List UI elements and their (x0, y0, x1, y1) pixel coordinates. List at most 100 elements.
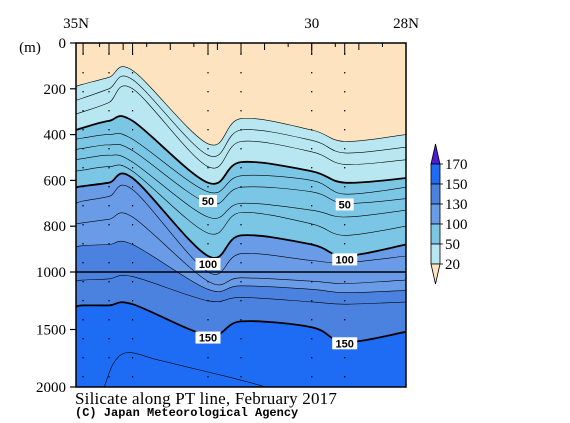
x-tick-label-35N: 35N (63, 16, 89, 32)
station-sample-dot (344, 281, 346, 283)
station-sample-dot (240, 376, 242, 378)
axes: 35N 30 28N 0 200 400 600 800 1000 1500 2000 (m) (19, 16, 419, 396)
station-sample-dot (240, 129, 242, 131)
station-sample-dot (82, 110, 84, 112)
station-sample-dot (240, 167, 242, 169)
contour-label-bg (195, 257, 221, 270)
contour-line-60 (75, 133, 407, 195)
station-sample-dot (311, 91, 313, 93)
station-sample-dot (311, 281, 313, 283)
station-sample-dot (240, 186, 242, 188)
station-sample-dot (82, 338, 84, 340)
colorbar-cap-bottom (430, 263, 441, 285)
station-sample-dot (82, 376, 84, 378)
station-sample-dot (108, 376, 110, 378)
station-sample-dot (207, 376, 209, 378)
station-sample-dot (131, 167, 134, 169)
station-sample-dot (131, 262, 134, 264)
station-sample-dot (240, 300, 242, 302)
station-sample-dot (207, 110, 209, 112)
contour-line-40 (75, 85, 407, 169)
station-sample-dot (344, 167, 346, 169)
station-sample-dot (207, 167, 209, 169)
station-sample-dot (344, 129, 346, 131)
station-sample-dot (108, 357, 110, 359)
contour-line-100 (75, 172, 407, 259)
station-sample-dot (207, 319, 209, 321)
colorbar-swatch-50-100 (430, 223, 441, 245)
station-sample-dot (311, 243, 313, 245)
station-sample-dot (311, 224, 313, 226)
contour-line-20 (75, 66, 407, 146)
station-sample-dot (82, 262, 84, 264)
station-sample-dot (108, 262, 110, 264)
station-sample-dot (82, 319, 84, 321)
station-sample-dot (108, 110, 110, 112)
contour-line-deep (104, 352, 265, 388)
station-sample-dot (311, 129, 313, 131)
station-sample-dot (131, 300, 134, 302)
station-sample-dot (344, 72, 346, 74)
station-sample-dot (207, 224, 209, 226)
station-sample-dot (240, 91, 242, 93)
station-sample-dot (131, 243, 134, 245)
x-tick-label-28N: 28N (393, 16, 419, 32)
station-sample-dot (108, 148, 110, 150)
station-sample-dot (240, 262, 242, 264)
contour-label-bg (335, 198, 354, 211)
station-sample-dot (311, 110, 313, 112)
contour-label-150: 150 (199, 333, 217, 345)
colorbar-cap-top (430, 143, 441, 165)
x-tick-label-30: 30 (304, 16, 319, 32)
contour-line-90 (75, 164, 407, 236)
station-sample-dot (82, 205, 84, 207)
station-sample-dot (311, 376, 313, 378)
station-sample-dot (240, 72, 242, 74)
station-sample-dot (344, 224, 346, 226)
station-sample-dot (131, 129, 134, 131)
station-sample-dot (82, 167, 84, 169)
contour-label-100: 100 (336, 254, 354, 266)
station-sample-dot (207, 357, 209, 359)
station-sample-dot (311, 205, 313, 207)
station-sample-dot (240, 243, 242, 245)
station-sample-dot (131, 205, 134, 207)
contour-label-bg (199, 195, 217, 208)
station-sample-dot (108, 129, 110, 131)
station-sample-dot (207, 91, 209, 93)
contour-line-30 (75, 75, 407, 157)
contour-label-100: 100 (199, 259, 217, 271)
station-sample-dot (131, 186, 134, 188)
station-sample-dot (311, 262, 313, 264)
station-sample-dot (240, 205, 242, 207)
station-sample-dot (82, 91, 84, 93)
station-sample-dot (82, 357, 84, 359)
station-sample-dot (344, 319, 346, 321)
station-sample-dot (131, 224, 134, 226)
colorbar-swatch-150-170 (430, 163, 441, 185)
station-sample-dot (131, 376, 134, 378)
colorbar-label-150: 150 (445, 177, 468, 193)
station-sample-dot (82, 148, 84, 150)
station-sample-dot (240, 148, 242, 150)
station-sample-dot (82, 129, 84, 131)
station-sample-dot (207, 300, 209, 302)
station-sample-dot (207, 72, 209, 74)
contour-label-bg (195, 331, 221, 344)
contour-label-bg (332, 253, 358, 266)
y-tick-label-2000: 2000 (36, 380, 66, 396)
station-sample-dot (344, 376, 346, 378)
y-tick-label-0: 0 (59, 36, 67, 52)
chart-title: Silicate along PT line, February 2017 (75, 389, 338, 408)
contour-value-labels: 50 50 100 100 150 150 (195, 195, 358, 350)
station-sample-dot (108, 72, 110, 74)
y-tick-label-600: 600 (44, 173, 67, 189)
station-sample-dot (240, 338, 242, 340)
station-sample-dot (108, 243, 110, 245)
station-sample-dot (131, 110, 134, 112)
colorbar-swatch-20-50 (430, 243, 441, 265)
chart-credit: (C) Japan Meteorological Agency (75, 406, 299, 420)
station-sample-dot (311, 148, 313, 150)
station-sample-dot (108, 167, 110, 169)
station-sample-dot (240, 281, 242, 283)
